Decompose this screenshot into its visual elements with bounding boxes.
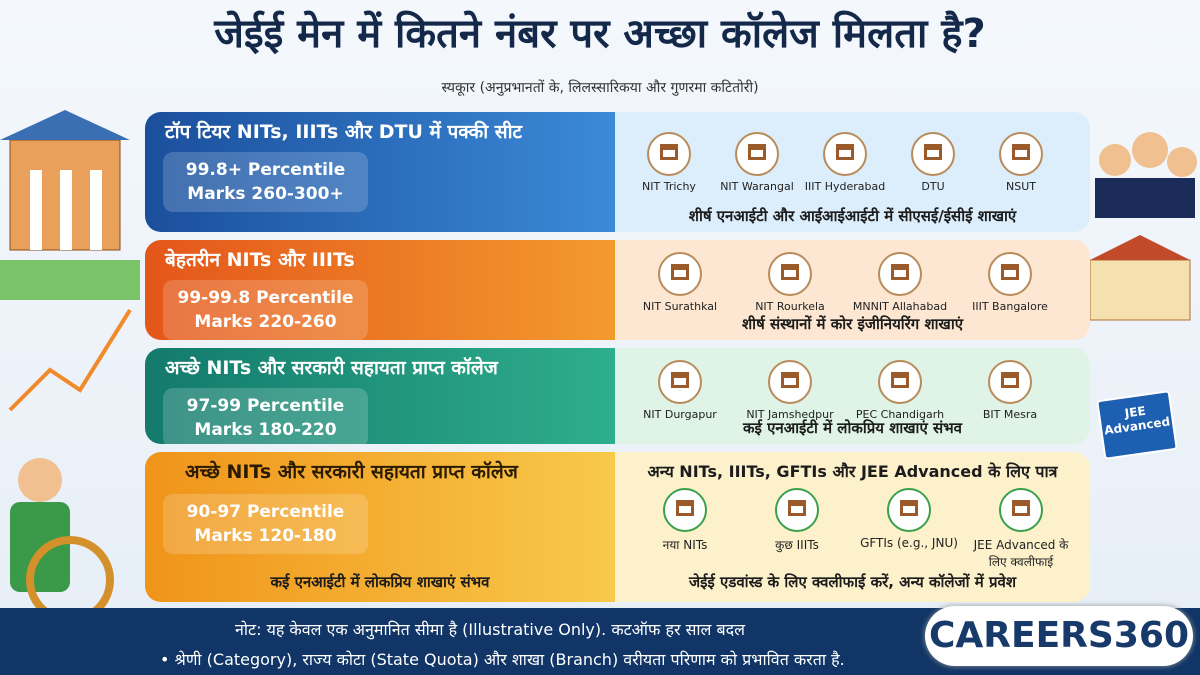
- footer-note: नोट: यह केवल एक अनुमानित सीमा है (Illust…: [235, 620, 745, 639]
- college-icon: [658, 360, 702, 404]
- college-icon: [658, 252, 702, 296]
- marks: Marks 220-260: [194, 312, 337, 332]
- score-box: 97-99 Percentile Marks 180-220: [163, 388, 368, 444]
- percentile: 99-99.8 Percentile: [177, 288, 354, 308]
- college-name: NIT Jamshedpur: [746, 408, 834, 421]
- tier-note: कई एनआईटी में लोकप्रिय शाखाएं संभव: [743, 419, 962, 437]
- college: MNNIT Allahabad: [850, 252, 950, 313]
- tier-detail: NIT Durgapur NIT Jamshedpur PEC Chandigarh…: [615, 348, 1090, 444]
- college: IIIT Bangalore: [960, 252, 1060, 313]
- college: NIT Warangal: [707, 132, 807, 193]
- decoration: [1090, 132, 1197, 321]
- college-icon: [647, 132, 691, 176]
- decoration: [0, 110, 140, 610]
- college-name: NIT Rourkela: [755, 300, 825, 313]
- logo-text: CAREERS: [929, 615, 1114, 656]
- item-icon: [887, 488, 931, 532]
- eligibility-item: JEE Advanced के लिए क्वलीफाई: [971, 488, 1071, 570]
- college-name: IIIT Bangalore: [972, 300, 1048, 313]
- college: PEC Chandigarh: [850, 360, 950, 421]
- marks: Marks 180-220: [194, 420, 337, 440]
- tier-band: [145, 348, 615, 444]
- tier-heading: टॉप टियर NITs, IIITs और DTU में पक्की सी…: [165, 121, 523, 143]
- tier-heading: बेहतरीन NITs और IIITs: [165, 249, 355, 271]
- tier-row: NIT Surathkal NIT Rourkela MNNIT Allahabad…: [145, 240, 1090, 340]
- eligibility-item: कुछ IIITs: [747, 488, 847, 553]
- college-name: DTU: [921, 180, 945, 193]
- tier-heading: अच्छे NITs और सरकारी सहायता प्राप्त कॉले…: [165, 357, 498, 379]
- college-name: BIT Mesra: [982, 408, 1038, 421]
- college-icon: [768, 360, 812, 404]
- score-box: 99.8+ Percentile Marks 260-300+: [163, 152, 368, 212]
- college: DTU: [883, 132, 983, 193]
- tier-band: [145, 452, 615, 602]
- college-icon: [988, 252, 1032, 296]
- percentile: 97-99 Percentile: [186, 396, 345, 416]
- eligibility-heading: अन्य NITs, IIITs, GFTIs और JEE Advanced …: [647, 462, 1058, 481]
- tier-band: [145, 240, 615, 340]
- college: BIT Mesra: [960, 360, 1060, 421]
- tier-detail: NIT Surathkal NIT Rourkela MNNIT Allahabad…: [615, 240, 1090, 340]
- eligibility-note: जेईई एडवांस्ड के लिए क्वलीफाई करें, अन्य…: [688, 573, 1017, 591]
- tier-heading: अच्छे NITs और सरकारी सहायता प्राप्त कॉले…: [185, 461, 518, 483]
- item-label: नया NITs: [662, 538, 708, 552]
- college: NIT Trichy: [619, 132, 719, 193]
- item-icon: [775, 488, 819, 532]
- college-name: NIT Durgapur: [643, 408, 717, 421]
- tier-note: कई एनआईटी में लोकप्रिय शाखाएं संभव: [270, 573, 490, 591]
- college: NIT Surathkal: [630, 252, 730, 313]
- percentile: 90-97 Percentile: [186, 502, 345, 522]
- college-name: IIIT Hyderabad: [804, 180, 886, 193]
- item-icon: [663, 488, 707, 532]
- college: NIT Rourkela: [740, 252, 840, 313]
- title: जेईई मेन में कितने नंबर पर अच्छा कॉलेज म…: [214, 11, 986, 57]
- college-icon: [735, 132, 779, 176]
- subtitle: स्यकूार (अनुप्रभानतों के, लिलस्सारिकया औ…: [441, 80, 759, 96]
- college-icon: [911, 132, 955, 176]
- item-icon: [999, 488, 1043, 532]
- marks: Marks 260-300+: [187, 184, 344, 204]
- college-icon: [999, 132, 1043, 176]
- tier-row: अन्य NITs, IIITs, GFTIs और JEE Advanced …: [145, 452, 1090, 602]
- college: NIT Jamshedpur: [740, 360, 840, 421]
- logo: CAREERS360: [925, 606, 1193, 666]
- college: IIIT Hyderabad: [795, 132, 895, 193]
- college-icon: [878, 360, 922, 404]
- percentile: 99.8+ Percentile: [185, 160, 346, 180]
- college-icon: [988, 360, 1032, 404]
- eligibility-item: नया NITs: [635, 488, 735, 553]
- logo-number: 360: [1113, 615, 1189, 656]
- college: NSUT: [971, 132, 1071, 193]
- college-name: NSUT: [1006, 180, 1036, 193]
- score-box: 90-97 Percentile Marks 120-180: [163, 494, 368, 554]
- item-label: GFTIs (e.g., JNU): [860, 536, 958, 550]
- college-name: PEC Chandigarh: [855, 408, 945, 421]
- tier-note: शीर्ष एनआईटी और आईआईआईटी में सीएसई/ईसीई …: [688, 207, 1017, 225]
- footer-bullet: • श्रेणी (Category), राज्य कोटा (State Q…: [160, 650, 845, 669]
- tier-band: [145, 112, 615, 232]
- tier-row: NIT Trichy NIT Warangal IIIT Hyderabad DTU N…: [145, 112, 1090, 232]
- marks: Marks 120-180: [194, 526, 337, 546]
- tier-note: शीर्ष संस्थानों में कोर इंजीनियरिंग शाखा…: [741, 315, 964, 333]
- college-icon: [768, 252, 812, 296]
- item-label: JEE Advanced के लिए क्वलीफाई: [973, 538, 1069, 569]
- college: NIT Durgapur: [630, 360, 730, 421]
- college-name: MNNIT Allahabad: [852, 300, 948, 313]
- college-name: NIT Warangal: [720, 180, 794, 193]
- tier-row: NIT Durgapur NIT Jamshedpur PEC Chandigarh…: [145, 348, 1090, 444]
- score-box: 99-99.8 Percentile Marks 220-260: [163, 280, 368, 340]
- college-name: NIT Surathkal: [642, 300, 718, 313]
- tier-detail: अन्य NITs, IIITs, GFTIs और JEE Advanced …: [615, 452, 1090, 602]
- tier-detail: NIT Trichy NIT Warangal IIIT Hyderabad DTU N…: [615, 112, 1090, 232]
- item-label: कुछ IIITs: [775, 538, 819, 552]
- eligibility-item: GFTIs (e.g., JNU): [859, 488, 959, 550]
- jee-sign: JEE Advanced: [1096, 390, 1178, 460]
- college-icon: [878, 252, 922, 296]
- college-name: NIT Trichy: [642, 180, 696, 193]
- college-icon: [823, 132, 867, 176]
